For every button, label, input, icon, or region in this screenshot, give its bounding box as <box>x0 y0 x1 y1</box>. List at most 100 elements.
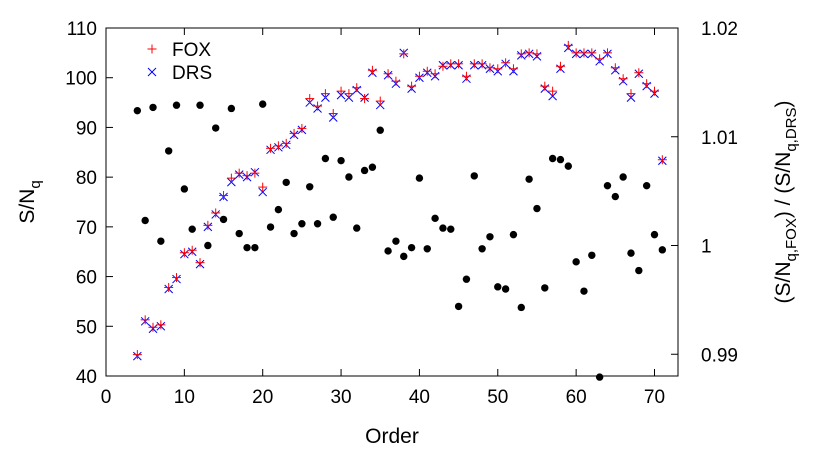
fox-point <box>140 315 150 325</box>
ratio-point <box>282 178 290 187</box>
ratio-point <box>501 285 510 293</box>
legend-fox-marker <box>147 44 157 54</box>
fox-point <box>469 59 479 69</box>
ratio-point <box>650 230 659 239</box>
fox-point <box>501 58 511 68</box>
fox-point <box>610 63 620 73</box>
ratio-point <box>384 247 392 255</box>
ratio-point <box>196 101 204 109</box>
x-tick-label: 10 <box>174 387 195 408</box>
fox-point <box>461 71 471 81</box>
ratio-point <box>423 245 431 253</box>
fox-point <box>563 40 573 50</box>
fox-point <box>305 94 315 104</box>
fox-point <box>367 65 377 75</box>
fox-point <box>454 59 464 69</box>
fox-point <box>258 182 268 192</box>
ratio-point <box>642 181 651 190</box>
fox-point <box>266 143 276 153</box>
ratio-point <box>204 241 212 250</box>
fox-point <box>516 49 526 59</box>
fox-point <box>649 86 659 96</box>
ratio-point <box>164 147 173 155</box>
legend-fox-label: FOX <box>172 40 211 61</box>
fox-point <box>414 71 424 81</box>
y2-tick-label: 1.02 <box>701 19 738 40</box>
x-tick-label: 50 <box>487 387 508 408</box>
fox-point <box>289 128 299 138</box>
fox-point <box>360 94 370 104</box>
ratio-point <box>580 287 588 295</box>
fox-point <box>344 89 354 99</box>
fox-point <box>219 191 229 201</box>
fox-point <box>571 48 581 58</box>
ratio-point <box>533 204 541 213</box>
ratio-point <box>431 214 439 223</box>
ratio-point <box>313 220 322 228</box>
fox-point <box>391 76 401 86</box>
fox-point <box>234 168 244 178</box>
ratio-point <box>251 243 259 252</box>
fox-point <box>485 63 495 73</box>
fox-point <box>642 79 652 89</box>
ratio-point <box>172 101 181 109</box>
fox-point <box>179 248 189 258</box>
ratio-point <box>298 220 306 228</box>
y2-tick-label: 1.01 <box>701 128 738 149</box>
fox-point <box>172 273 182 283</box>
y2-tick-label: 1 <box>701 237 712 258</box>
ratio-point <box>588 251 596 259</box>
fox-point <box>602 48 612 58</box>
x-tick-label: 40 <box>409 387 430 408</box>
ratio-point <box>180 185 189 193</box>
fox-point <box>132 350 142 360</box>
x-tick-label: 60 <box>566 387 587 408</box>
ratio-point <box>603 181 612 190</box>
fox-point <box>634 68 644 78</box>
fox-point <box>618 74 628 84</box>
fox-point <box>508 64 518 74</box>
ratio-point <box>541 284 549 292</box>
ratio-point <box>454 302 463 311</box>
ratio-point <box>509 230 518 239</box>
fox-point <box>430 69 440 79</box>
x-axis-title: Order <box>365 425 419 448</box>
ratio-point <box>329 213 337 221</box>
ratio-point <box>392 237 400 245</box>
fox-point <box>532 49 542 59</box>
y-tick-label: 70 <box>76 218 97 239</box>
ratio-point <box>478 245 486 253</box>
tick-labels: 0 10 20 30 40 50 60 70 40 50 60 70 80 90 100 110 0.99 1 1.… <box>65 19 738 408</box>
legend: FOX DRS <box>147 40 212 84</box>
ratio-point <box>360 166 369 175</box>
fox-point <box>626 89 636 99</box>
fox-point <box>446 59 456 69</box>
ratio-point <box>611 192 620 201</box>
ratio-point <box>149 103 157 112</box>
fox-point <box>524 48 534 58</box>
series-2 <box>133 100 667 381</box>
ratio-point <box>462 275 471 283</box>
ratio-point <box>556 155 565 164</box>
ratio-point <box>572 258 580 266</box>
y2-tick-label: 0.99 <box>701 345 738 366</box>
plot-frame <box>105 27 679 377</box>
ratio-point <box>219 215 228 224</box>
fox-point <box>273 141 283 151</box>
ratio-point <box>439 224 447 232</box>
ratio-point <box>548 154 557 163</box>
fox-point <box>399 49 409 59</box>
drs-point <box>548 91 557 101</box>
fox-point <box>548 86 558 96</box>
ratio-point <box>157 237 165 245</box>
fox-point <box>164 283 174 293</box>
fox-point <box>336 86 346 96</box>
ratio-point <box>259 100 267 108</box>
drs-point <box>258 187 268 197</box>
fox-point <box>195 258 205 268</box>
ratio-point <box>407 243 416 252</box>
fox-point <box>587 48 597 58</box>
fox-point <box>657 155 667 165</box>
fox-point <box>297 123 307 133</box>
